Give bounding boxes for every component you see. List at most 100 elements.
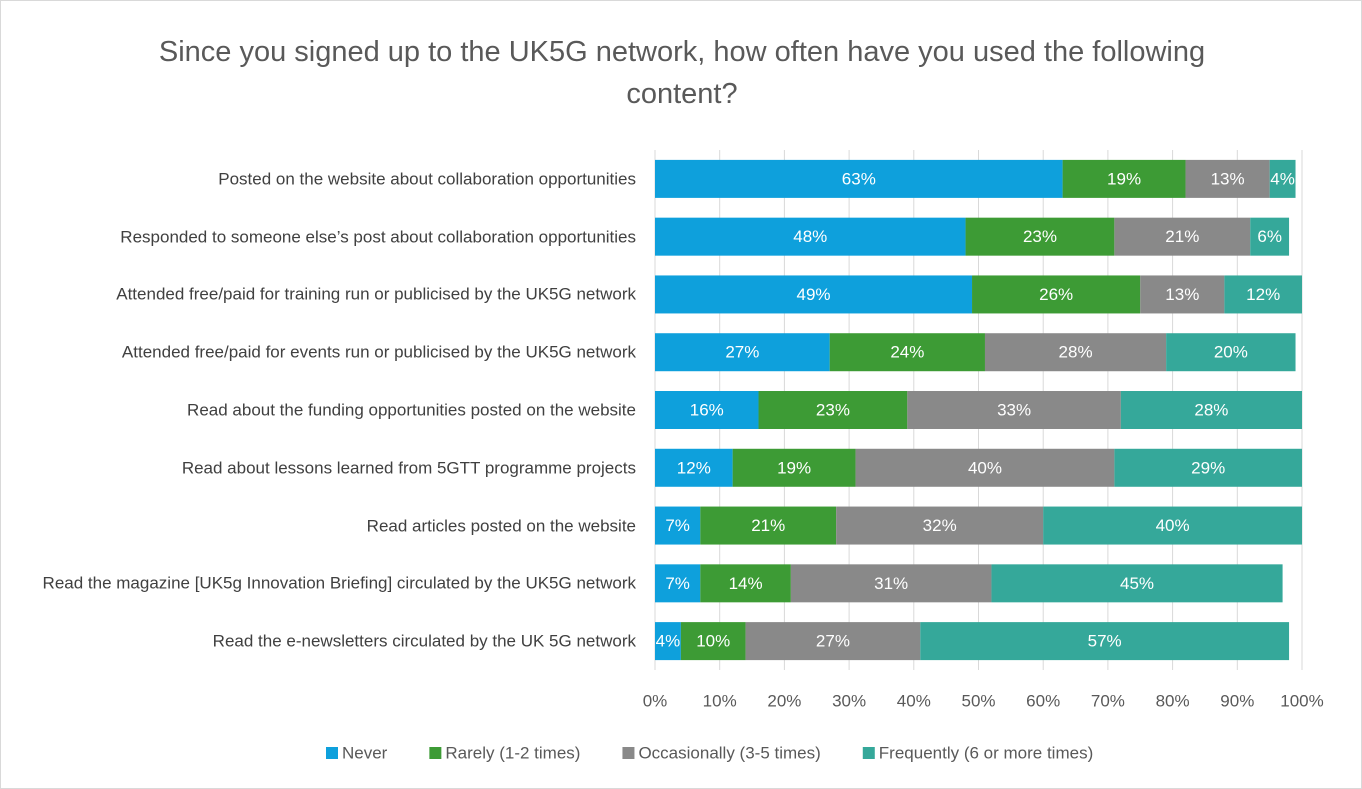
data-label: 6% — [1257, 227, 1282, 246]
data-label: 19% — [1107, 169, 1141, 188]
legend-swatch — [622, 747, 635, 759]
data-label: 20% — [1214, 343, 1248, 362]
data-label: 4% — [1270, 169, 1295, 188]
bar-segment — [700, 506, 837, 545]
bar-segment — [855, 448, 1115, 487]
legend-label: Frequently (6 or more times) — [879, 743, 1093, 762]
x-tick-label: 30% — [832, 691, 866, 710]
data-label: 33% — [997, 400, 1031, 419]
x-tick-label: 70% — [1091, 691, 1125, 710]
data-label: 12% — [1246, 285, 1280, 304]
data-label: 29% — [1191, 458, 1225, 477]
y-tick-label: Read about lessons learned from 5GTT pro… — [181, 458, 636, 478]
bar-segment — [1269, 159, 1296, 198]
legend-swatch — [429, 747, 442, 759]
x-tick-label: 80% — [1156, 691, 1190, 710]
bar-segment — [655, 564, 701, 603]
data-label: 7% — [665, 516, 690, 535]
chart-title: Since you signed up to the UK5G network,… — [158, 36, 1206, 110]
bar-segment — [655, 275, 973, 314]
bar-segment — [745, 622, 921, 661]
data-label: 40% — [968, 458, 1002, 477]
bar-segment — [758, 391, 908, 429]
data-label: 10% — [696, 632, 730, 651]
data-label: 32% — [923, 516, 957, 535]
bar-segment — [972, 275, 1141, 314]
bar-segment — [965, 217, 1115, 256]
y-tick-label: Read about the funding opportunities pos… — [187, 400, 636, 420]
bar-segment — [991, 564, 1283, 603]
data-label: 27% — [816, 632, 850, 651]
data-label: 14% — [729, 574, 763, 593]
bar-segment — [829, 333, 985, 372]
data-label: 21% — [1165, 227, 1199, 246]
data-label: 23% — [816, 400, 850, 419]
y-tick-label: Attended free/paid for training run or p… — [116, 284, 636, 304]
legend-label: Never — [342, 743, 388, 762]
x-tick-label: 20% — [767, 691, 801, 710]
data-label: 28% — [1194, 400, 1228, 419]
bar-segment — [1062, 159, 1186, 198]
bar-segment — [1120, 391, 1302, 429]
x-tick-label: 40% — [897, 691, 931, 710]
bar-segment — [836, 506, 1044, 545]
x-tick-label: 0% — [643, 691, 668, 710]
bar-segment — [700, 564, 791, 603]
bar-segment — [732, 448, 856, 487]
data-label: 24% — [890, 343, 924, 362]
data-label: 49% — [796, 285, 830, 304]
y-tick-label: Read the magazine [UK5g Innovation Brief… — [42, 573, 636, 593]
y-tick-label: Posted on the website about collaboratio… — [218, 169, 636, 189]
bar-segment — [655, 622, 681, 661]
data-label: 12% — [677, 458, 711, 477]
data-label: 13% — [1165, 285, 1199, 304]
data-label: 40% — [1156, 516, 1190, 535]
x-tick-label: 100% — [1280, 691, 1323, 710]
data-label: 28% — [1059, 343, 1093, 362]
data-label: 16% — [690, 400, 724, 419]
y-tick-label: Attended free/paid for events run or pub… — [121, 342, 636, 362]
bar-segment — [655, 333, 830, 372]
x-tick-label: 10% — [703, 691, 737, 710]
data-label: 57% — [1088, 632, 1122, 651]
bar-segment — [1250, 217, 1290, 256]
data-label: 48% — [793, 227, 827, 246]
bar-segment — [1224, 275, 1302, 314]
bar-segment — [1185, 159, 1270, 198]
bar-segment — [655, 448, 733, 487]
y-tick-label: Read articles posted on the website — [366, 516, 636, 536]
data-label: 63% — [842, 169, 876, 188]
bar-segment — [655, 159, 1063, 198]
data-label: 19% — [777, 458, 811, 477]
data-label: 23% — [1023, 227, 1057, 246]
data-label: 45% — [1120, 574, 1154, 593]
bar-segment — [907, 391, 1121, 429]
bar-segment — [680, 622, 746, 661]
data-label: 31% — [874, 574, 908, 593]
bar-segment — [655, 506, 701, 545]
bar-segment — [1114, 448, 1302, 487]
bar-segment — [1114, 217, 1251, 256]
bar-segment — [655, 391, 759, 429]
y-tick-label: Read the e-newsletters circulated by the… — [212, 631, 636, 651]
bar-segment — [1140, 275, 1225, 314]
bar-segment — [1043, 506, 1302, 545]
data-label: 26% — [1039, 285, 1073, 304]
data-label: 27% — [725, 343, 759, 362]
legend-swatch — [862, 747, 875, 759]
data-label: 21% — [751, 516, 785, 535]
legend-label: Rarely (1-2 times) — [445, 743, 580, 762]
bar-segment — [655, 217, 966, 256]
legend-label: Occasionally (3-5 times) — [638, 743, 820, 762]
bar-segment — [790, 564, 992, 603]
x-tick-label: 60% — [1026, 691, 1060, 710]
x-tick-label: 50% — [961, 691, 995, 710]
data-label: 4% — [656, 632, 681, 651]
data-label: 7% — [665, 574, 690, 593]
bar-segment — [1166, 333, 1296, 372]
data-label: 13% — [1211, 169, 1245, 188]
bar-segment — [984, 333, 1167, 372]
legend-swatch — [326, 747, 338, 759]
